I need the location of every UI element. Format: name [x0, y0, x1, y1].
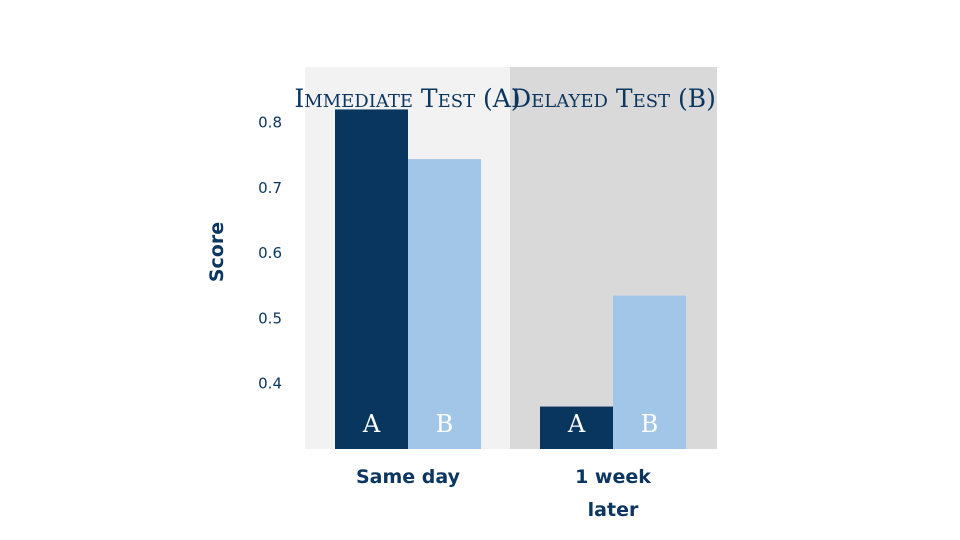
category-label-line: 1 week: [575, 466, 651, 488]
bar-label-panel1-A: A: [362, 410, 381, 438]
panel-titles: Immediate Test (A)Delayed Test (B): [294, 84, 715, 113]
bar-label-panel2-A: A: [567, 410, 586, 438]
y-axis-title: Score: [206, 222, 228, 282]
y-tick-label: 0.7: [258, 179, 282, 197]
category-labels: Same day 1 week later: [356, 466, 651, 521]
bar-label-panel1-B: B: [436, 410, 454, 438]
bar-label-panel2-B: B: [641, 410, 659, 438]
category-label-line: later: [588, 499, 639, 521]
panel-title-1: Immediate Test (A): [294, 84, 520, 113]
bar-panel1-A: [335, 109, 408, 449]
y-tick-label: 0.8: [258, 114, 282, 132]
category-label-line: Same day: [356, 466, 461, 488]
category-label-2: 1 week later: [575, 466, 651, 521]
y-tick-label: 0.6: [258, 244, 282, 262]
bar-panel1-B: [408, 159, 481, 450]
y-tick-label: 0.5: [258, 309, 282, 327]
y-tick-label: 0.4: [258, 375, 282, 393]
y-axis: 0.4 0.5 0.6 0.7 0.8: [258, 114, 282, 393]
panel-title-2: Delayed Test (B): [511, 84, 716, 113]
bar-panel2-A: [540, 406, 613, 449]
category-label-1: Same day: [356, 466, 461, 488]
bar-panel2-B: [613, 295, 686, 449]
